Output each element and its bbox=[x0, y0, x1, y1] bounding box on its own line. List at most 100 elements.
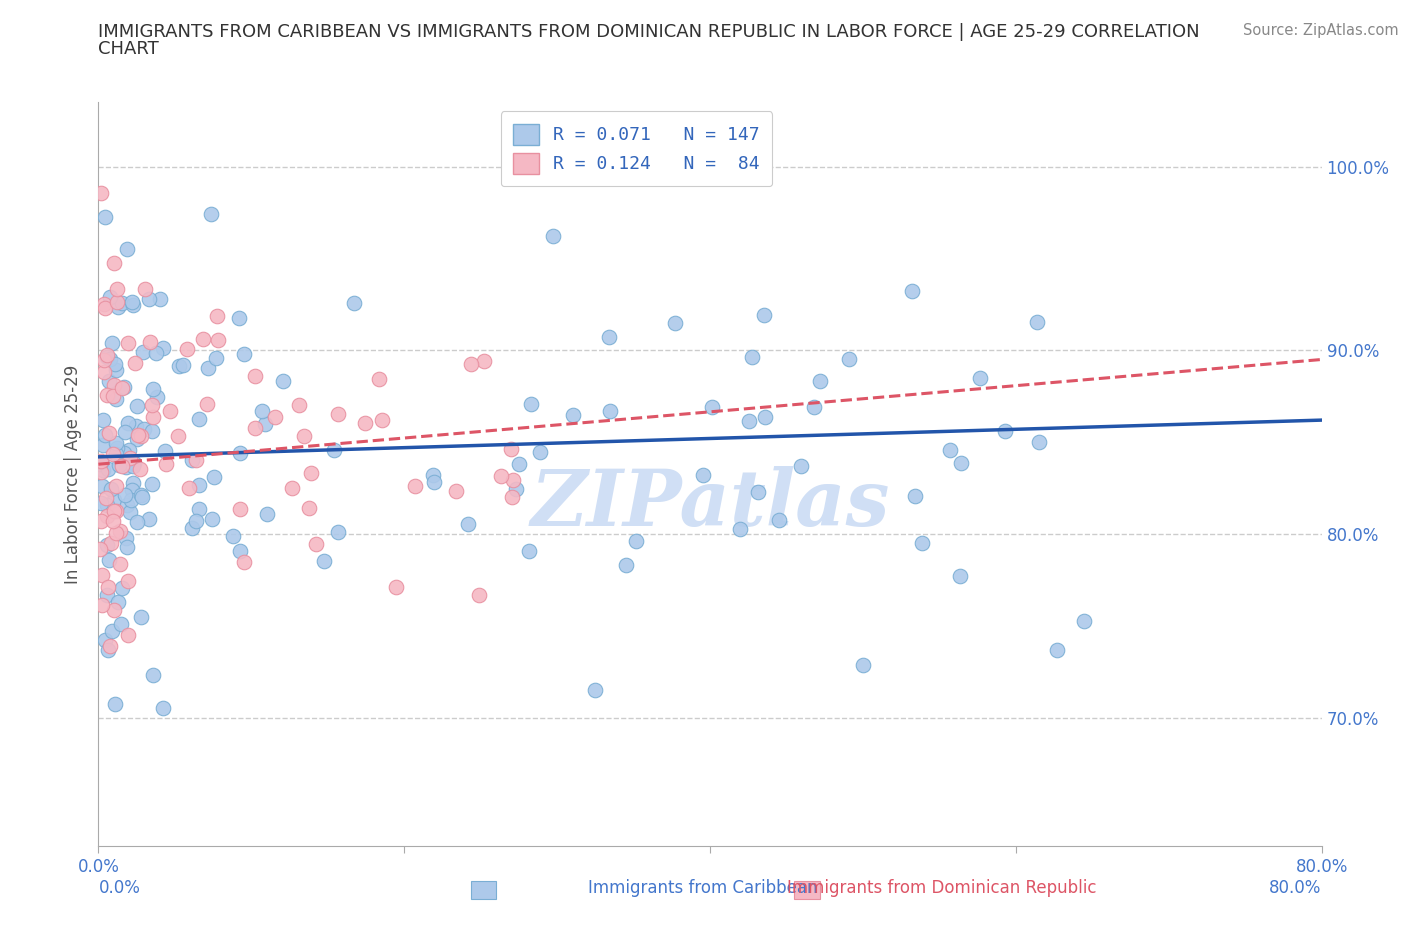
Point bbox=[299, 466, 322, 481]
Point bbox=[326, 406, 349, 421]
Point bbox=[852, 658, 875, 672]
Point bbox=[474, 354, 496, 369]
Point bbox=[188, 478, 211, 493]
Point bbox=[96, 348, 118, 363]
Point bbox=[110, 524, 132, 538]
Point bbox=[243, 420, 266, 435]
Point bbox=[108, 556, 131, 571]
Point bbox=[195, 397, 218, 412]
Point bbox=[292, 429, 315, 444]
Point bbox=[141, 398, 163, 413]
Point bbox=[112, 379, 135, 394]
Point bbox=[107, 299, 129, 314]
Point bbox=[803, 400, 825, 415]
Point bbox=[118, 443, 141, 458]
Point bbox=[142, 410, 165, 425]
Point bbox=[100, 536, 122, 551]
Point bbox=[370, 413, 392, 428]
Point bbox=[149, 292, 172, 307]
Point bbox=[93, 297, 115, 312]
Point bbox=[131, 344, 153, 359]
Text: ZIPatlas: ZIPatlas bbox=[530, 466, 890, 542]
Text: Immigrants from Caribbean: Immigrants from Caribbean bbox=[588, 879, 818, 897]
Point bbox=[105, 436, 128, 451]
Point bbox=[105, 503, 128, 518]
Text: 80.0%: 80.0% bbox=[1270, 879, 1322, 897]
Point bbox=[422, 468, 444, 483]
Point bbox=[90, 513, 112, 528]
Point bbox=[422, 475, 444, 490]
Point bbox=[404, 479, 426, 494]
Point bbox=[176, 342, 198, 357]
Point bbox=[741, 350, 763, 365]
Point bbox=[502, 472, 524, 487]
Point bbox=[129, 610, 152, 625]
Text: Immigrants from Dominican Republic: Immigrants from Dominican Republic bbox=[787, 879, 1097, 897]
Point bbox=[228, 543, 250, 558]
Point bbox=[98, 289, 121, 304]
Point bbox=[790, 459, 813, 474]
Point bbox=[105, 479, 128, 494]
Point bbox=[101, 388, 124, 403]
Point bbox=[100, 482, 122, 497]
Point bbox=[142, 381, 165, 396]
Point bbox=[188, 412, 211, 427]
Point bbox=[103, 504, 125, 519]
Point bbox=[97, 374, 120, 389]
Point bbox=[1046, 642, 1069, 657]
Point bbox=[94, 209, 117, 224]
Point bbox=[124, 355, 146, 370]
Point bbox=[155, 457, 177, 472]
Point bbox=[111, 581, 134, 596]
Point bbox=[91, 413, 114, 428]
Point bbox=[122, 298, 145, 312]
Point bbox=[904, 488, 927, 503]
Point bbox=[501, 490, 523, 505]
Point bbox=[142, 667, 165, 682]
Point bbox=[489, 469, 512, 484]
Point bbox=[153, 444, 176, 458]
Point bbox=[90, 454, 112, 469]
Point bbox=[104, 392, 127, 406]
Point bbox=[233, 347, 256, 362]
Point bbox=[94, 427, 117, 442]
Point bbox=[125, 432, 148, 446]
Point bbox=[101, 446, 124, 461]
Point bbox=[524, 166, 547, 180]
Point bbox=[949, 568, 972, 583]
Point bbox=[96, 388, 118, 403]
Point bbox=[180, 521, 202, 536]
Point bbox=[117, 574, 139, 589]
Point bbox=[288, 398, 311, 413]
Point bbox=[90, 453, 112, 468]
Point bbox=[94, 300, 117, 315]
Point bbox=[561, 407, 583, 422]
Point bbox=[104, 525, 127, 540]
Point bbox=[1028, 435, 1050, 450]
Point bbox=[177, 480, 200, 495]
Point bbox=[188, 501, 211, 516]
Point bbox=[103, 603, 125, 618]
Point bbox=[702, 399, 724, 414]
Point bbox=[93, 365, 115, 379]
Point bbox=[152, 340, 174, 355]
Point bbox=[994, 424, 1017, 439]
Point bbox=[127, 428, 149, 443]
Point bbox=[129, 487, 152, 502]
Point bbox=[101, 336, 124, 351]
Point bbox=[197, 360, 219, 375]
Point bbox=[271, 373, 294, 388]
Point bbox=[181, 452, 204, 467]
Point bbox=[810, 374, 832, 389]
Point bbox=[529, 445, 551, 459]
Point bbox=[103, 378, 125, 392]
Point bbox=[939, 443, 962, 458]
Point bbox=[305, 537, 328, 551]
Point bbox=[89, 541, 111, 556]
Point bbox=[105, 295, 128, 310]
Point bbox=[543, 228, 565, 243]
Point bbox=[949, 455, 972, 470]
Point bbox=[96, 498, 118, 512]
Y-axis label: In Labor Force | Age 25-29: In Labor Force | Age 25-29 bbox=[65, 365, 83, 584]
Point bbox=[97, 643, 120, 658]
